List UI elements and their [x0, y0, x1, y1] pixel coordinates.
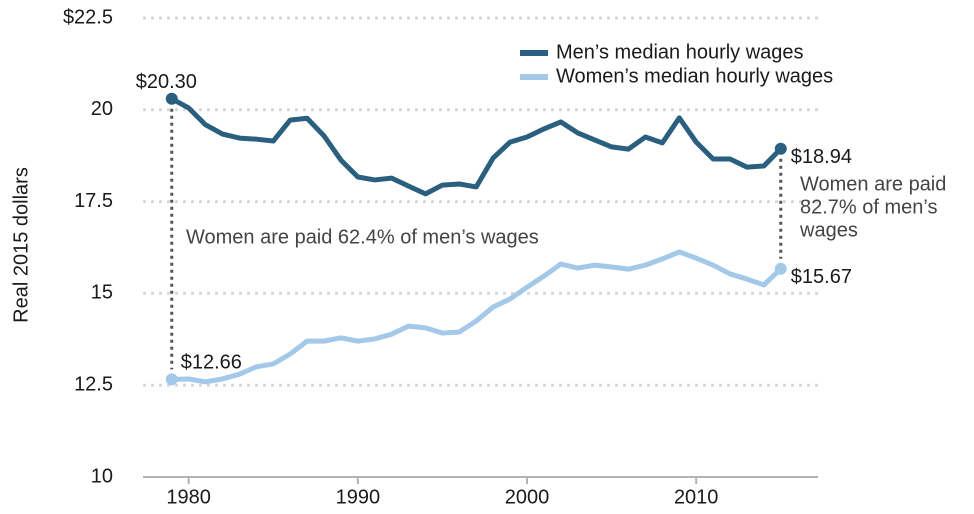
value-label: $12.66 [181, 352, 242, 374]
legend-label: Men’s median hourly wages [556, 41, 804, 63]
value-label: $18.94 [791, 146, 852, 168]
end-point [165, 373, 178, 386]
y-axis-label: Real 2015 dollars [10, 167, 32, 323]
x-tick-label: 1990 [336, 486, 381, 508]
annotation: 82.7% of men’s [800, 196, 938, 218]
end-point [774, 142, 787, 155]
y-tick-label: 20 [91, 98, 113, 120]
series-line [171, 249, 783, 385]
y-tick-label: $22.5 [63, 6, 113, 28]
x-tick-label: 1980 [166, 486, 211, 508]
end-point [774, 262, 787, 275]
y-tick-label: 15 [91, 282, 113, 304]
y-tick-label: 12.5 [74, 373, 113, 395]
end-point [165, 92, 178, 105]
y-tick-label: 10 [91, 465, 113, 487]
annotation: Women are paid 62.4% of men’s wages [186, 226, 539, 248]
series-line [170, 96, 783, 197]
annotation: wages [799, 219, 858, 241]
value-label: $20.30 [136, 71, 197, 93]
value-label: $15.67 [791, 266, 852, 288]
x-tick-label: 2000 [505, 486, 550, 508]
legend-label: Women’s median hourly wages [556, 65, 833, 87]
annotation: Women are paid [800, 173, 946, 195]
x-tick-label: 2010 [674, 486, 719, 508]
y-tick-label: 17.5 [74, 190, 113, 212]
